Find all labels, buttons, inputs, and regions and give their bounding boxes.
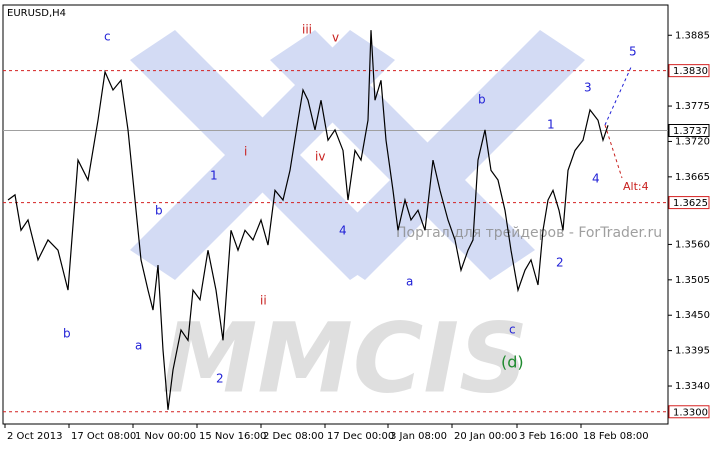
level-box [668,196,710,210]
forecast-line [604,64,633,126]
wave-label: 2 [556,256,564,270]
level-label: 1.3300 [673,407,708,418]
y-tick-label: 1.3720 [675,136,710,147]
wave-label: Alt:4 [623,180,649,193]
wave-label: iv [315,150,325,164]
x-tick-label: 2 Dec 08:00 [263,431,324,442]
wave-label: i [244,145,247,159]
level-label: 1.3830 [673,66,708,77]
price-line [7,30,609,410]
wave-label: 2 [216,372,224,386]
level-box [668,64,710,78]
watermark-logo [130,30,585,280]
y-tick-label: 1.3775 [675,101,710,112]
x-tick-label: 1 Nov 00:00 [135,431,196,442]
wave-label: a [406,275,413,289]
wave-label: ii [260,294,267,308]
x-tick-label: 18 Feb 08:00 [583,431,649,442]
x-tick-label: 15 Nov 16:00 [199,431,266,442]
x-tick-label: 17 Dec 00:00 [327,431,394,442]
wave-label: 3 [584,81,592,95]
wave-label: b [63,327,71,341]
wave-label: c [509,323,516,337]
wave-label: 4 [339,224,347,238]
wave-label: (d) [501,353,524,372]
wave-label: b [478,93,486,107]
wave-label: iii [302,23,312,37]
x-tick-label: 2 Oct 2013 [7,431,62,442]
level-label: 1.3625 [673,198,708,209]
x-tick-label: 3 Feb 16:00 [519,431,578,442]
wave-label: 1 [547,118,555,132]
wave-label: 1 [210,169,218,183]
x-tick-label: 20 Jan 00:00 [454,431,517,442]
wave-label: v [332,31,339,45]
level-label: 1.3737 [673,126,708,137]
y-tick-label: 1.3505 [675,275,710,286]
y-tick-label: 1.3560 [675,239,710,250]
wave-label: 5 [629,45,637,59]
wave-label: 4 [592,172,600,186]
y-tick-label: 1.3340 [675,381,710,392]
y-tick-label: 1.3665 [675,172,710,183]
plot-frame [2,4,669,425]
level-box [668,124,710,138]
wave-label: c [104,30,111,44]
level-box [668,405,710,419]
wave-label: b [155,204,163,218]
wave-label: a [135,339,142,353]
x-tick-label: 17 Oct 08:00 [71,431,136,442]
chart-title: EURUSD,H4 [7,8,66,19]
y-tick-label: 1.3885 [675,30,710,41]
x-tick-label: 3 Jan 08:00 [390,431,447,442]
plot [3,30,668,413]
y-tick-label: 1.3450 [675,310,710,321]
watermark: MMCIS [162,302,528,414]
watermark-text: Портал для трейдеров - ForTrader.ru [396,225,662,241]
y-tick-label: 1.3395 [675,346,710,357]
